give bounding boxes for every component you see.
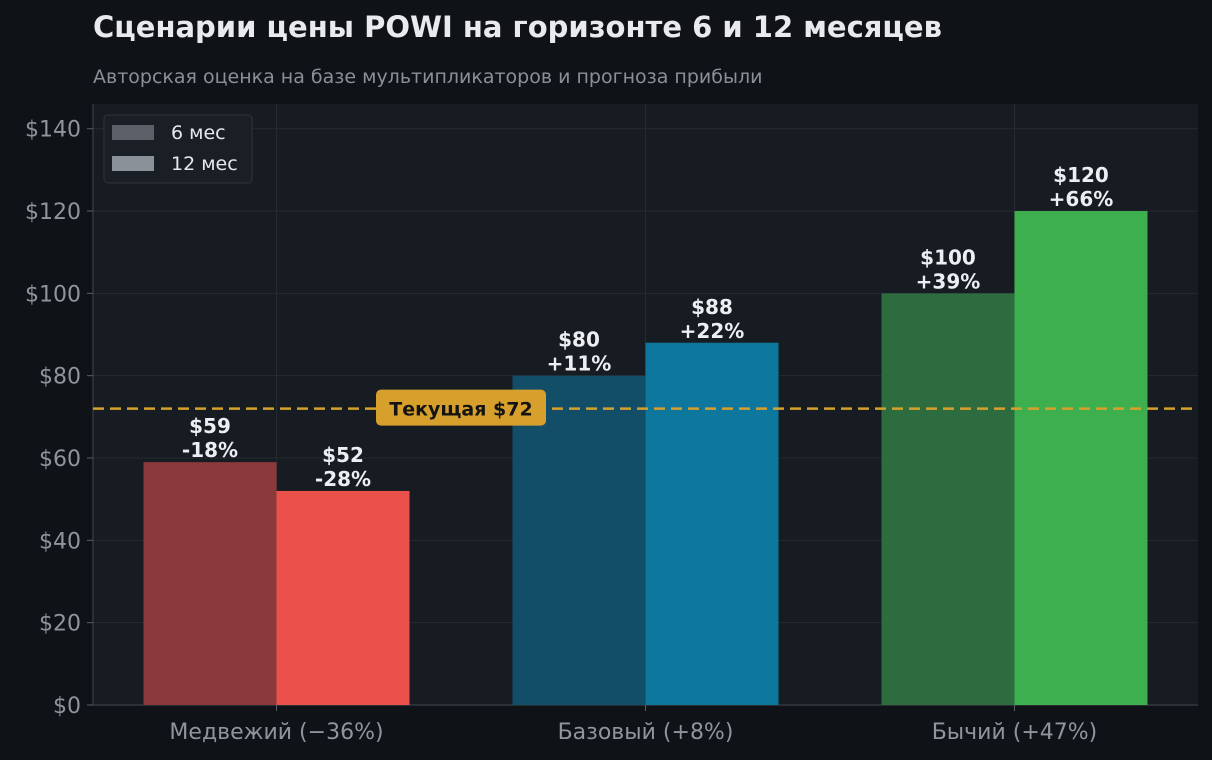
bar-value-label: $120 — [1053, 163, 1109, 187]
bar-change-label: -18% — [182, 438, 238, 462]
legend-swatch — [112, 156, 154, 171]
bar-12m — [276, 490, 410, 705]
y-tick-label: $40 — [39, 529, 81, 554]
legend-swatch — [112, 125, 154, 140]
x-tick-label: Базовый (+8%) — [558, 720, 734, 745]
current-price-label: Текущая $72 — [389, 399, 532, 421]
x-tick-label: Бычий (+47%) — [932, 720, 1098, 745]
y-tick-label: $20 — [39, 612, 81, 637]
x-tick-label: Медвежий (−36%) — [169, 720, 383, 745]
chart-title: Сценарии цены POWI на горизонте 6 и 12 м… — [93, 10, 942, 44]
bar-value-label: $88 — [691, 295, 733, 319]
bar-change-label: +11% — [547, 352, 612, 376]
legend-label: 12 мес — [171, 153, 238, 175]
chart-subtitle: Авторская оценка на базе мультипликаторо… — [93, 66, 763, 88]
y-tick-label: $140 — [25, 118, 81, 143]
bar-value-label: $59 — [189, 414, 231, 438]
bar-value-label: $100 — [920, 245, 976, 269]
bar-value-label: $80 — [558, 328, 600, 352]
bar-6m — [143, 462, 277, 705]
y-tick-label: $100 — [25, 282, 81, 307]
current-price-label-box — [376, 389, 546, 426]
bar-change-label: +66% — [1049, 187, 1114, 211]
y-tick-label: $60 — [39, 447, 81, 472]
y-tick-label: $120 — [25, 200, 81, 225]
bar-value-label: $52 — [322, 443, 364, 467]
legend-label: 6 мес — [171, 122, 226, 144]
y-tick-label: $0 — [53, 694, 81, 719]
bar-change-label: +22% — [680, 319, 745, 343]
bar-6m — [881, 293, 1015, 705]
bar-change-label: -28% — [315, 467, 371, 491]
bar-change-label: +39% — [916, 269, 981, 293]
bar-6m — [512, 375, 646, 705]
bar-12m — [645, 342, 779, 705]
bar-12m — [1014, 211, 1148, 705]
y-tick-label: $80 — [39, 365, 81, 390]
